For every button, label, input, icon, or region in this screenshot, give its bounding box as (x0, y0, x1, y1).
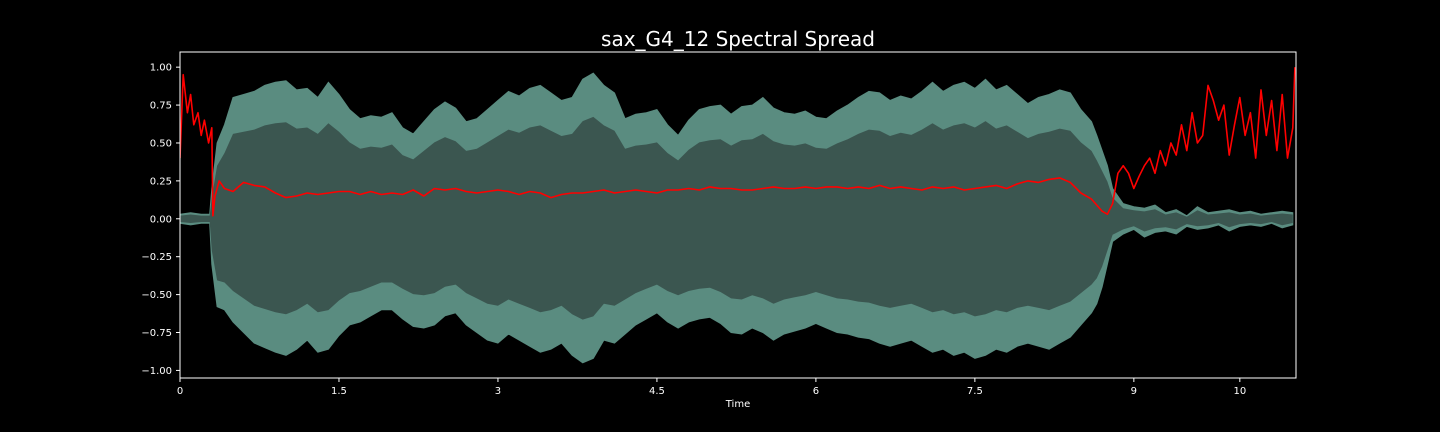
plot-frame (179, 51, 1297, 379)
y-tick-label: −0.50 (141, 290, 172, 301)
plot-area (180, 67, 1296, 364)
x-tick-label: 10 (1233, 386, 1246, 397)
y-tick-label: 0.25 (150, 176, 172, 187)
y-tick-label: 0.75 (150, 101, 172, 112)
y-tick-label: 0.00 (150, 214, 172, 225)
x-tick-label: 4.5 (649, 386, 665, 397)
x-tick-label: 7.5 (967, 386, 983, 397)
waveform-body (180, 116, 1293, 320)
y-tick-label: −0.75 (141, 328, 172, 339)
x-tick-label: 6 (813, 386, 819, 397)
y-tick-label: −1.00 (141, 366, 172, 377)
y-tick-label: −0.25 (141, 252, 172, 263)
y-tick-label: 1.00 (150, 63, 172, 74)
x-axis: 0 1.5 3 4.5 6 7.5 9 10 (177, 378, 1246, 397)
chart-title: sax_G4_12 Spectral Spread (601, 27, 875, 51)
x-tick-label: 3 (495, 386, 501, 397)
spectral-spread-line (180, 67, 1296, 217)
y-axis: 1.00 0.75 0.50 0.25 0.00 −0.25 −0.50 −0.75 −1.00 (141, 63, 180, 377)
x-tick-label: 0 (177, 386, 183, 397)
x-axis-label: Time (725, 399, 750, 410)
x-tick-label: 1.5 (331, 386, 347, 397)
x-tick-label: 9 (1131, 386, 1137, 397)
y-tick-label: 0.50 (150, 138, 172, 149)
